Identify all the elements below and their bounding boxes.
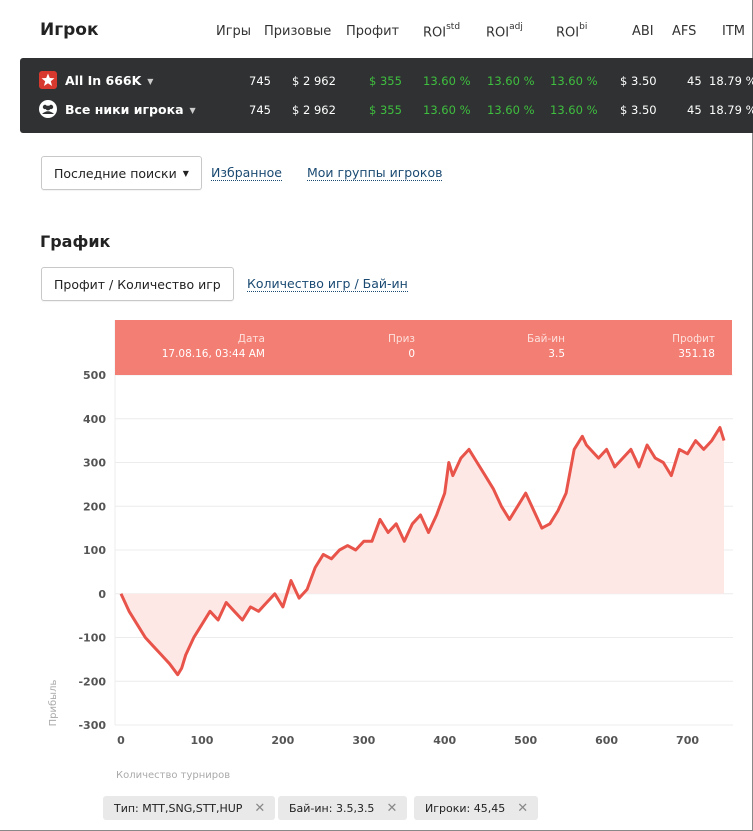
- roi-adj-value: 13.60 %: [487, 103, 535, 117]
- favorites-link[interactable]: Избранное: [211, 165, 282, 181]
- y-axis-label: Прибыль: [48, 680, 59, 727]
- y-tick-label: 200: [83, 500, 106, 513]
- x-tick-label: 300: [352, 734, 375, 747]
- profit-value: $ 355: [369, 103, 402, 117]
- players-stats-bar: All In 666K ▼ 745 $ 2 962 $ 355 13.60 % 1…: [20, 58, 753, 133]
- itm-value: 18.79 %: [709, 74, 753, 88]
- player-row: All In 666K ▼ 745 $ 2 962 $ 355 13.60 % 1…: [20, 66, 753, 94]
- games-value: 745: [249, 103, 271, 117]
- x-tick-label: 0: [117, 734, 125, 747]
- y-tick-label: 500: [83, 369, 106, 382]
- player-groups-link[interactable]: Мои группы игроков: [307, 165, 443, 181]
- graph-title: График: [40, 232, 111, 251]
- col-roi-adj-header[interactable]: ROIadj: [486, 22, 523, 41]
- player-row: Все ники игрока ▼ 745 $ 2 962 $ 355 13.60…: [20, 95, 753, 123]
- roi-std-value: 13.60 %: [423, 103, 471, 117]
- filter-chip-buyin: Бай-ин: 3.5,3.5 ✕: [278, 796, 408, 820]
- col-abi-header[interactable]: ABI: [632, 24, 654, 39]
- filter-chip-type: Тип: MTT,SNG,STT,HUP ✕: [103, 796, 276, 820]
- close-icon[interactable]: ✕: [386, 800, 398, 816]
- caret-down-icon: ▼: [147, 77, 154, 86]
- y-tick-label: 100: [83, 544, 106, 557]
- abi-value: $ 3.50: [620, 74, 657, 88]
- recent-searches-button[interactable]: Последние поиски ▼: [41, 156, 202, 190]
- x-tick-label: 600: [595, 734, 618, 747]
- y-tick-label: -100: [78, 632, 106, 645]
- tab-games-buyin[interactable]: Количество игр / Бай-ин: [247, 276, 408, 292]
- y-tick-label: -200: [78, 675, 106, 688]
- roi-adj-value: 13.60 %: [487, 74, 535, 88]
- profit-value: $ 355: [369, 74, 402, 88]
- roi-std-value: 13.60 %: [423, 74, 471, 88]
- afs-value: 45: [687, 74, 702, 88]
- group-icon: [39, 100, 57, 118]
- profit-area: [121, 427, 724, 675]
- prize-value: $ 2 962: [292, 103, 336, 117]
- games-value: 745: [249, 74, 271, 88]
- tooltip-prize: Приз 0: [388, 333, 415, 360]
- col-afs-header[interactable]: AFS: [672, 24, 697, 39]
- y-tick-label: 0: [98, 588, 106, 601]
- col-roi-bi-header[interactable]: ROIbi: [556, 22, 588, 41]
- y-tick-label: 400: [83, 413, 106, 426]
- col-profit-header[interactable]: Профит: [346, 24, 400, 39]
- col-prize-header[interactable]: Призовые: [264, 24, 332, 39]
- y-tick-label: 300: [83, 457, 106, 470]
- col-roi-std-header[interactable]: ROIstd: [423, 22, 461, 41]
- tooltip-buyin: Бай-ин 3.5: [527, 333, 565, 360]
- tooltip-profit: Профит 351.18: [672, 333, 715, 360]
- roi-bi-value: 13.60 %: [550, 74, 598, 88]
- page-title: Игрок: [40, 20, 99, 40]
- afs-value: 45: [687, 103, 702, 117]
- col-itm-header[interactable]: ITM: [722, 24, 745, 39]
- x-axis-label: Количество турниров: [116, 770, 230, 781]
- col-games-header[interactable]: Игры: [216, 24, 252, 39]
- x-tick-label: 400: [433, 734, 456, 747]
- caret-down-icon: ▼: [189, 106, 196, 115]
- header-row: Игрок Игры Призовые Профит ROIstd ROIadj…: [0, 0, 753, 58]
- close-icon[interactable]: ✕: [517, 800, 529, 816]
- player-name-dropdown[interactable]: All In 666K ▼: [65, 73, 154, 88]
- abi-value: $ 3.50: [620, 103, 657, 117]
- chart-tooltip: Дата 17.08.16, 03:44 AM Приз 0 Бай-ин 3.5 П…: [115, 320, 732, 375]
- x-tick-label: 100: [190, 734, 213, 747]
- all-nicks-dropdown[interactable]: Все ники игрока ▼: [65, 102, 196, 117]
- x-tick-label: 500: [514, 734, 537, 747]
- profit-line: [119, 426, 726, 677]
- tab-profit-games[interactable]: Профит / Количество игр: [41, 267, 234, 301]
- filter-chip-players: Игроки: 45,45 ✕: [414, 796, 539, 820]
- x-tick-label: 700: [676, 734, 699, 747]
- close-icon[interactable]: ✕: [254, 800, 266, 816]
- caret-down-icon: ▼: [182, 168, 189, 178]
- y-tick-label: -300: [78, 719, 106, 732]
- tooltip-date: Дата 17.08.16, 03:44 AM: [161, 333, 265, 360]
- roi-bi-value: 13.60 %: [550, 103, 598, 117]
- itm-value: 18.79 %: [709, 103, 753, 117]
- x-tick-label: 200: [271, 734, 294, 747]
- pokerstars-icon: [39, 71, 57, 89]
- prize-value: $ 2 962: [292, 74, 336, 88]
